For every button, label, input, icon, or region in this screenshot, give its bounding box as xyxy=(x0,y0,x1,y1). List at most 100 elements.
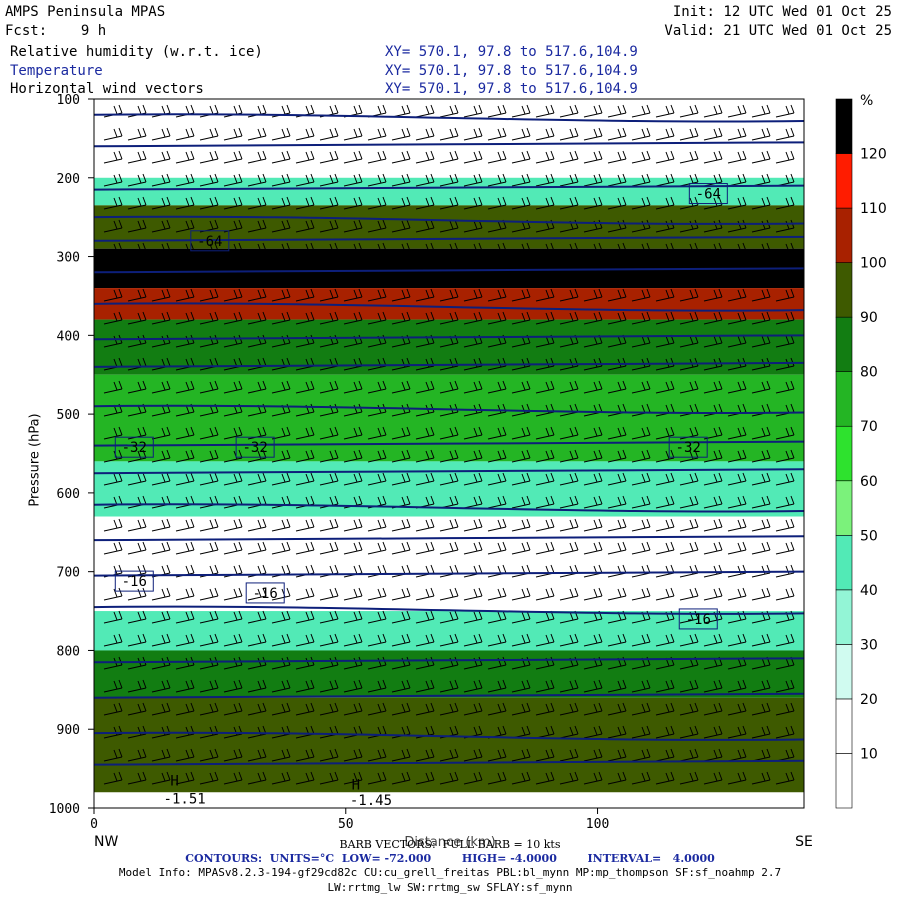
wind-barb xyxy=(751,495,771,509)
wind-barb xyxy=(583,679,603,693)
wind-barb xyxy=(151,311,171,325)
wind-barb xyxy=(703,311,723,325)
wind-barb xyxy=(151,702,171,716)
wind-barb xyxy=(271,219,291,233)
wind-barb xyxy=(103,679,123,693)
wind-barb xyxy=(607,311,627,325)
wind-barb xyxy=(127,610,147,624)
wind-barb xyxy=(775,587,795,601)
wind-barb xyxy=(703,150,723,164)
colorbar-unit: % xyxy=(860,93,873,109)
wind-barb xyxy=(223,173,243,187)
wind-barb xyxy=(487,587,507,601)
wind-barb xyxy=(247,380,267,394)
wind-barb xyxy=(559,127,579,141)
wind-barb xyxy=(367,219,387,233)
wind-barb xyxy=(295,587,315,601)
wind-barb xyxy=(175,633,195,647)
wind-barb xyxy=(535,242,555,256)
wind-barb xyxy=(343,702,363,716)
wind-barb xyxy=(295,449,315,463)
wind-barb xyxy=(271,679,291,693)
wind-barb xyxy=(295,380,315,394)
wind-barb xyxy=(175,311,195,325)
field-xy-rh: XY= 570.1, 97.8 to 517.6,104.9 xyxy=(385,44,638,60)
wind-barb xyxy=(679,242,699,256)
wind-barb xyxy=(343,196,363,210)
wind-barb xyxy=(247,587,267,601)
wind-barb xyxy=(319,219,339,233)
wind-barb xyxy=(151,127,171,141)
wind-barb xyxy=(679,633,699,647)
wind-barb xyxy=(607,633,627,647)
wind-barb xyxy=(511,472,531,486)
wind-barb xyxy=(583,587,603,601)
temperature-contour xyxy=(93,731,805,741)
contour-label-box xyxy=(235,436,275,458)
wind-barb xyxy=(559,150,579,164)
wind-barb xyxy=(367,242,387,256)
wind-barb xyxy=(439,587,459,601)
wind-barb xyxy=(487,633,507,647)
contour-label: -64 xyxy=(197,234,222,250)
wind-barb xyxy=(343,449,363,463)
wind-barb xyxy=(343,748,363,762)
wind-barb xyxy=(439,242,459,256)
wind-barb xyxy=(727,242,747,256)
wind-barb xyxy=(367,633,387,647)
y-tick-label: 500 xyxy=(57,408,80,423)
wind-barb xyxy=(775,288,795,302)
colorbar-segment xyxy=(835,316,853,372)
wind-barb xyxy=(487,702,507,716)
wind-barb xyxy=(439,426,459,440)
wind-barb xyxy=(583,472,603,486)
wind-barb xyxy=(271,173,291,187)
wind-barb xyxy=(391,380,411,394)
wind-barb xyxy=(367,311,387,325)
colorbar-segment xyxy=(835,371,853,427)
wind-barb xyxy=(607,495,627,509)
wind-barb xyxy=(367,288,387,302)
wind-barb xyxy=(103,633,123,647)
wind-barb xyxy=(655,771,675,785)
wind-barb xyxy=(127,196,147,210)
wind-barb xyxy=(175,150,195,164)
wind-barb xyxy=(271,127,291,141)
wind-barb xyxy=(583,725,603,739)
wind-barb xyxy=(391,196,411,210)
wind-barb xyxy=(103,127,123,141)
wind-barb xyxy=(655,242,675,256)
wind-barb xyxy=(127,587,147,601)
colorbar-segment xyxy=(835,589,853,645)
colorbar-segment xyxy=(835,262,853,318)
wind-barb xyxy=(295,702,315,716)
wind-barb xyxy=(511,196,531,210)
wind-barb xyxy=(703,541,723,555)
wind-barb xyxy=(391,587,411,601)
wind-barb xyxy=(319,472,339,486)
wind-barb xyxy=(511,288,531,302)
wind-barb xyxy=(391,219,411,233)
wind-barb xyxy=(583,311,603,325)
temperature-contour xyxy=(93,141,805,148)
wind-barb xyxy=(775,380,795,394)
wind-barb xyxy=(607,748,627,762)
wind-barb xyxy=(199,587,219,601)
wind-barb xyxy=(775,495,795,509)
wind-barb xyxy=(655,518,675,532)
wind-barb xyxy=(631,633,651,647)
temperature-contour xyxy=(93,334,805,341)
contour-label: -64 xyxy=(696,187,721,203)
valid-time: Valid: 21 UTC Wed 01 Oct 25 xyxy=(664,23,892,39)
wind-barb xyxy=(151,518,171,532)
wind-barb xyxy=(295,771,315,785)
wind-barb xyxy=(391,771,411,785)
wind-barb xyxy=(103,702,123,716)
wind-barb xyxy=(559,196,579,210)
wind-barb xyxy=(271,702,291,716)
wind-barb xyxy=(439,380,459,394)
temperature-contour xyxy=(93,503,805,513)
wind-barb xyxy=(583,449,603,463)
wind-barb xyxy=(367,771,387,785)
wind-barb xyxy=(487,472,507,486)
